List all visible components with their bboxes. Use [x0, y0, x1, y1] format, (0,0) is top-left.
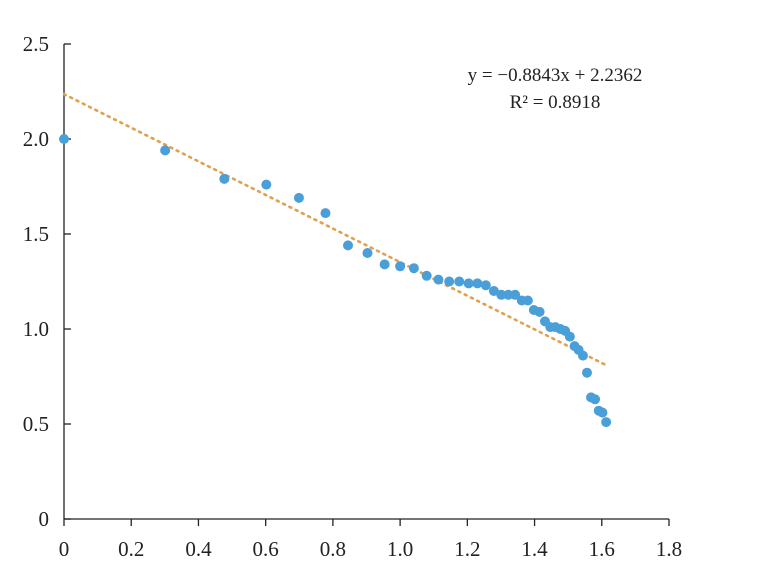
- data-point: [261, 179, 272, 190]
- x-tick-label: 0.8: [320, 537, 346, 561]
- x-tick-label: 1.8: [656, 537, 682, 561]
- data-point: [496, 289, 507, 300]
- data-point: [454, 276, 465, 287]
- y-tick-label: 1.0: [23, 317, 49, 341]
- data-point: [379, 259, 390, 270]
- data-point: [160, 145, 171, 156]
- equation-label: y = −0.8843x + 2.2362: [468, 65, 643, 86]
- data-point: [293, 192, 304, 203]
- data-point: [395, 261, 406, 272]
- y-tick-label: 2.5: [23, 32, 49, 56]
- x-tick-label: 1.0: [387, 537, 413, 561]
- x-tick-label: 1.2: [454, 537, 480, 561]
- axes: [63, 44, 669, 520]
- data-point: [581, 367, 592, 378]
- data-point: [421, 270, 432, 281]
- y-ticks: 0 0.5 1.0 1.5 2.0 2.5: [23, 32, 71, 531]
- data-point: [433, 274, 444, 285]
- trendline-annotations: y = −0.8843x + 2.2362 R² = 0.8918: [468, 65, 643, 113]
- x-tick-label: 0.2: [118, 537, 144, 561]
- x-tick-label: 1.6: [589, 537, 615, 561]
- data-point: [597, 407, 608, 418]
- x-tick-label: 1.4: [521, 537, 548, 561]
- x-tick-label: 0: [59, 537, 70, 561]
- data-point: [510, 289, 521, 300]
- data-point: [472, 278, 483, 289]
- y-tick-label: 2.0: [23, 127, 49, 151]
- x-ticks: 0 0.2 0.4 0.6 0.8 1.0 1.2 1.4 1.6 1.8: [59, 519, 682, 561]
- y-tick-label: 0: [39, 507, 50, 531]
- data-point: [488, 286, 499, 296]
- data-point: [219, 173, 230, 184]
- x-tick-label: 0.4: [185, 537, 212, 561]
- data-point: [320, 208, 331, 219]
- data-point: [522, 295, 533, 306]
- y-tick-label: 1.5: [23, 222, 49, 246]
- trendline: [62, 92, 608, 367]
- data-point: [362, 248, 373, 258]
- x-tick-label: 0.6: [253, 537, 279, 561]
- data-point: [408, 263, 419, 274]
- y-tick-label: 0.5: [23, 412, 49, 436]
- data-point: [534, 306, 545, 317]
- data-point: [590, 394, 601, 405]
- data-point: [601, 417, 612, 428]
- data-point: [564, 331, 575, 342]
- data-point: [463, 278, 474, 289]
- data-point: [480, 280, 491, 291]
- data-point: [444, 276, 455, 287]
- data-points: [59, 134, 612, 428]
- data-point: [577, 350, 588, 361]
- data-point: [343, 240, 354, 251]
- r-squared-label: R² = 0.8918: [510, 92, 601, 113]
- data-point: [59, 134, 69, 144]
